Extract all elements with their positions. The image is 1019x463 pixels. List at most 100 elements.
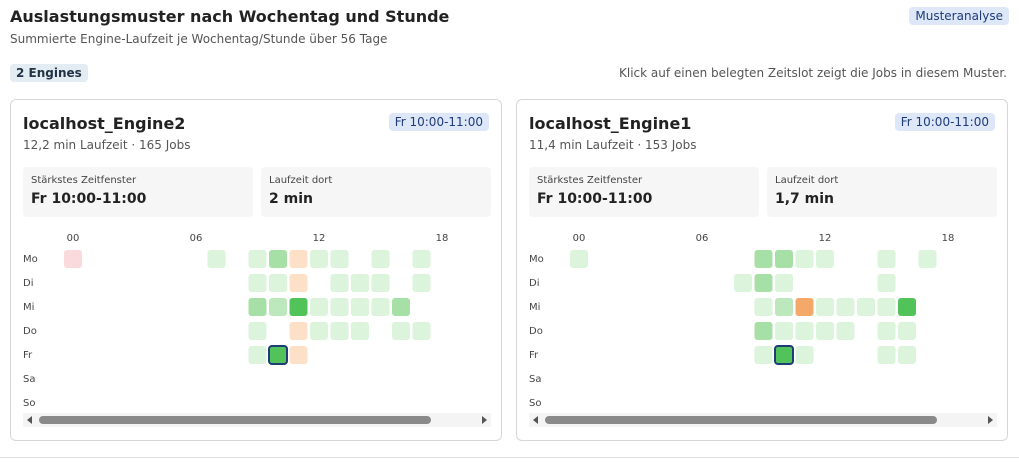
heatmap-cell[interactable] (392, 298, 410, 316)
heatmap-cell[interactable] (289, 298, 308, 316)
heatmap-cell[interactable] (289, 250, 308, 268)
stat-box: Stärkstes Zeitfenster Fr 10:00-11:00 (529, 167, 759, 217)
heatmap-cell[interactable] (775, 274, 793, 292)
heatmap-cell[interactable] (351, 274, 369, 292)
heatmap-cell[interactable] (775, 250, 793, 268)
heatmap-cell[interactable] (268, 345, 288, 365)
stat-box: Stärkstes Zeitfenster Fr 10:00-11:00 (23, 167, 253, 217)
heatmap-cell[interactable] (351, 322, 369, 340)
engine-count: 2 Engines (10, 64, 88, 82)
heatmap-cell[interactable] (371, 274, 390, 292)
heatmap-cell[interactable] (392, 322, 410, 340)
heatmap-cell[interactable] (310, 322, 328, 340)
heatmap-cell[interactable] (816, 250, 834, 268)
scrollbar (529, 413, 997, 427)
stat-label: Stärkstes Zeitfenster (537, 175, 643, 186)
scroll-left[interactable] (27, 416, 32, 424)
heatmap-cell[interactable] (754, 274, 773, 292)
heatmap-cell[interactable] (248, 250, 267, 268)
heatmap-cell[interactable] (754, 346, 773, 364)
heatmap-cell[interactable] (754, 298, 773, 316)
heatmap-cell[interactable] (371, 298, 390, 316)
heatmap-cell[interactable] (774, 345, 794, 365)
divider (0, 457, 1019, 458)
heatmap-cell[interactable] (289, 274, 308, 292)
hour-label: 12 (313, 233, 326, 244)
heatmap-cell[interactable] (412, 274, 431, 292)
day-label: Di (529, 278, 539, 289)
heatmap-cell[interactable] (310, 298, 328, 316)
heatmap-cell[interactable] (877, 298, 896, 316)
heatmap-cell[interactable] (754, 250, 773, 268)
scroll-thumb[interactable] (39, 416, 431, 424)
heatmap-cell[interactable] (816, 322, 834, 340)
heatmap-cell[interactable] (330, 322, 349, 340)
heatmap-cell[interactable] (918, 250, 937, 268)
header-badge: Musteranalyse (909, 7, 1009, 25)
hour-label: 06 (696, 233, 709, 244)
heatmap-cell[interactable] (795, 346, 814, 364)
heatmap-cell[interactable] (248, 274, 267, 292)
hour-label: 00 (67, 233, 80, 244)
heatmap-cell[interactable] (795, 250, 814, 268)
engine-summary: 12,2 min Laufzeit · 165 Jobs (23, 138, 191, 152)
heatmap-cell[interactable] (248, 322, 267, 340)
scroll-right[interactable] (482, 416, 487, 424)
heatmap-cell[interactable] (330, 250, 349, 268)
heatmap-cell[interactable] (898, 322, 916, 340)
heatmap: 00 06 12 18 Mo Di Mi Do Fr Sa So (23, 228, 491, 413)
scroll-right[interactable] (988, 416, 993, 424)
page-title: Auslastungsmuster nach Wochentag und Stu… (10, 7, 450, 26)
heatmap-cell[interactable] (877, 274, 896, 292)
engine-card: localhost_Engine2 Fr 10:00-11:00 12,2 min … (10, 99, 502, 441)
heatmap-cell[interactable] (775, 298, 793, 316)
heatmap-cell[interactable] (816, 298, 834, 316)
heatmap-cell[interactable] (857, 298, 875, 316)
day-label: Sa (529, 374, 541, 385)
heatmap-cell[interactable] (877, 250, 896, 268)
heatmap-cell[interactable] (330, 298, 349, 316)
engine-card: localhost_Engine1 Fr 10:00-11:00 11,4 min … (516, 99, 1008, 441)
hour-label: 18 (436, 233, 449, 244)
heatmap-cell[interactable] (248, 346, 267, 364)
heatmap-cell[interactable] (207, 250, 226, 268)
engine-name: localhost_Engine2 (23, 114, 186, 133)
heatmap-cell[interactable] (330, 274, 349, 292)
heatmap-cell[interactable] (412, 322, 431, 340)
heatmap-cell[interactable] (269, 298, 287, 316)
heatmap-cell[interactable] (412, 250, 431, 268)
heatmap-cell[interactable] (754, 322, 773, 340)
heatmap-cell[interactable] (289, 346, 308, 364)
day-label: So (23, 398, 35, 409)
day-label: Do (23, 326, 37, 337)
heatmap-cell[interactable] (898, 346, 916, 364)
scroll-left[interactable] (533, 416, 538, 424)
day-label: Mo (23, 254, 38, 265)
stat-box: Laufzeit dort 1,7 min (767, 167, 997, 217)
heatmap-cell[interactable] (310, 250, 328, 268)
heatmap-cell[interactable] (775, 322, 793, 340)
engine-badge: Fr 10:00-11:00 (388, 113, 489, 131)
heatmap-cell[interactable] (734, 274, 752, 292)
heatmap-cell[interactable] (351, 298, 369, 316)
heatmap-cell[interactable] (795, 322, 814, 340)
stat-label: Stärkstes Zeitfenster (31, 175, 137, 186)
heatmap-cell[interactable] (877, 322, 896, 340)
scroll-thumb[interactable] (545, 416, 937, 424)
heatmap-cell[interactable] (836, 298, 855, 316)
stat-value: 1,7 min (775, 191, 835, 207)
page-subtitle: Summierte Engine-Laufzeit je Wochentag/S… (10, 32, 388, 46)
heatmap-cell[interactable] (371, 250, 390, 268)
heatmap-cell[interactable] (795, 298, 814, 316)
heatmap-cell[interactable] (836, 322, 855, 340)
heatmap-cell[interactable] (570, 250, 588, 268)
heatmap-cell[interactable] (248, 298, 267, 316)
heatmap-cell[interactable] (269, 274, 287, 292)
heatmap-cell[interactable] (877, 346, 896, 364)
engine-summary: 11,4 min Laufzeit · 153 Jobs (529, 138, 697, 152)
heatmap-cell[interactable] (898, 298, 916, 316)
heatmap-cell[interactable] (289, 322, 308, 340)
heatmap-cell[interactable] (64, 250, 82, 268)
heatmap-cell[interactable] (269, 250, 287, 268)
